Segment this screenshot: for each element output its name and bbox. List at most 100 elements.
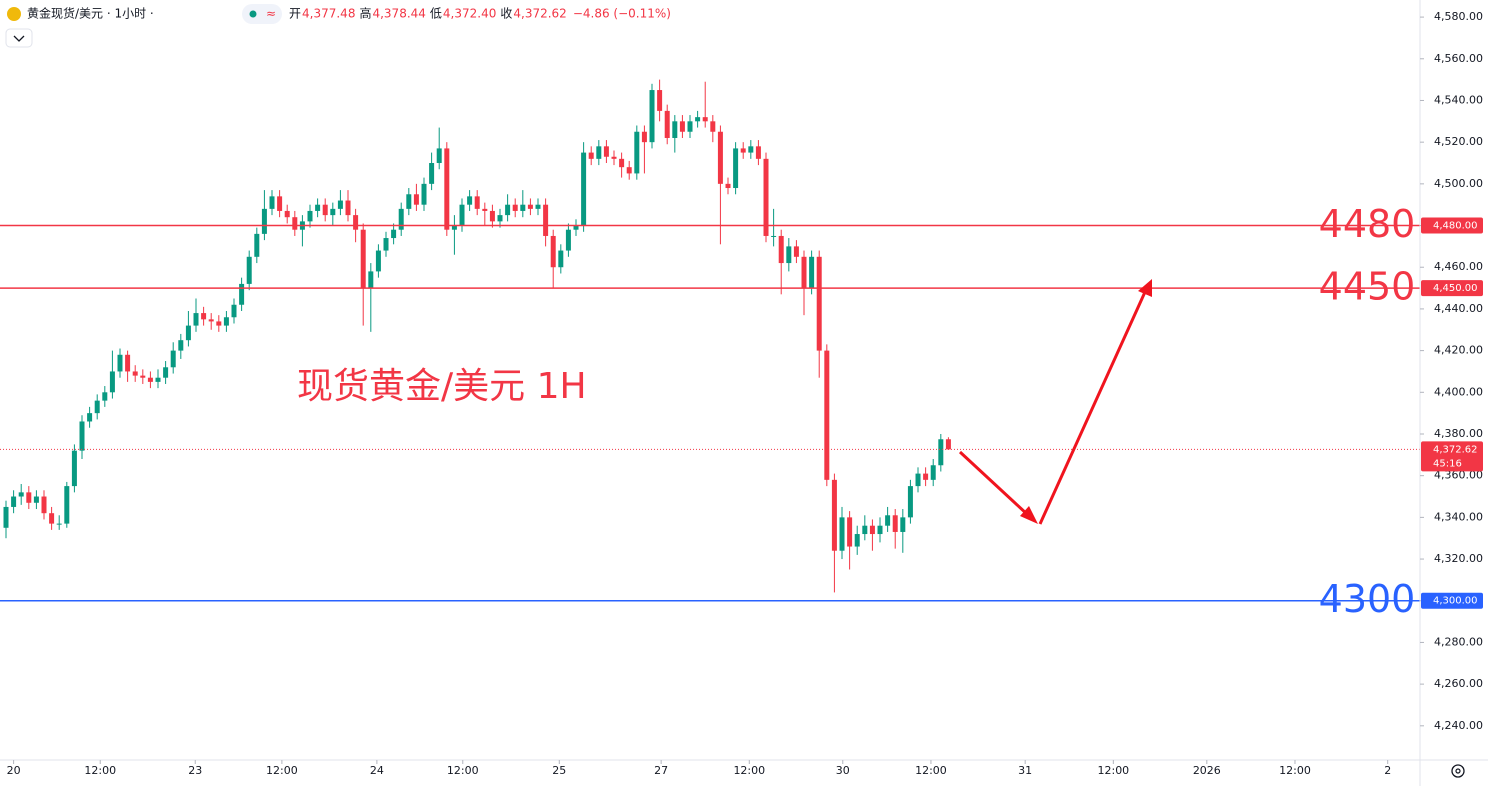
legend-change: −4.86 (−0.11%) (573, 7, 671, 21)
y-tick-label: 4,280.00 (1434, 635, 1483, 648)
candle-body (543, 204, 549, 236)
candle-body (687, 121, 693, 132)
collapse-icon (13, 35, 25, 42)
candle-body (938, 439, 944, 466)
status-pill[interactable] (242, 4, 282, 24)
legend-label: 高 (359, 6, 371, 21)
candle-body (239, 283, 245, 305)
candle-body (94, 400, 100, 414)
candle-body (406, 194, 412, 209)
candle-body (451, 225, 457, 230)
candle-body (277, 196, 283, 211)
x-tick-label: 25 (552, 764, 566, 777)
candle-body (497, 215, 503, 222)
candle-body (444, 148, 450, 230)
candle-body (915, 473, 921, 487)
candle-body (375, 250, 381, 272)
candle-body (49, 513, 55, 524)
candle-body (71, 450, 77, 487)
candle-body (337, 200, 343, 209)
y-tick-label: 4,400.00 (1434, 385, 1483, 398)
settings-button[interactable] (1451, 764, 1465, 778)
level-label: 4450 (1319, 265, 1416, 309)
candle-body (755, 146, 761, 159)
y-tick-label: 4,380.00 (1434, 427, 1483, 440)
candle-body (801, 256, 807, 289)
x-tick-label: 20 (7, 764, 21, 777)
candle-body (672, 121, 678, 138)
plot-area (0, 79, 1420, 602)
candle-body (664, 110, 670, 138)
y-tick-label: 4,460.00 (1434, 260, 1483, 273)
legend-value: 4,372.62 (513, 7, 566, 21)
x-tick-label: 31 (1018, 764, 1032, 777)
candle-body (702, 117, 708, 122)
x-tick-label: 12:00 (733, 764, 765, 777)
candle-body (603, 146, 609, 157)
x-tick-label: 12:00 (915, 764, 947, 777)
candle-body (170, 350, 176, 368)
x-tick-label: 30 (836, 764, 850, 777)
candle-body (816, 256, 822, 351)
y-tick-label: 4,260.00 (1434, 677, 1483, 690)
candle-body (193, 313, 199, 326)
x-tick-label: 12:00 (84, 764, 116, 777)
candle-body (41, 496, 47, 514)
candle-body (512, 204, 518, 211)
candle-body (885, 515, 891, 526)
candle-body (254, 233, 260, 257)
candle-body (869, 525, 875, 535)
candle-body (892, 515, 898, 532)
candle-body (18, 492, 24, 497)
candle-body (763, 158, 769, 236)
legend-label: 开 (289, 7, 301, 21)
y-tick-label: 4,420.00 (1434, 344, 1483, 357)
y-tick-label: 4,540.00 (1434, 93, 1483, 106)
candle-body (634, 131, 640, 174)
collapse-button[interactable] (5, 28, 33, 48)
countdown-label: 45:16 (1433, 458, 1462, 469)
symbol-icon (7, 7, 21, 21)
y-tick-label: 4,520.00 (1434, 135, 1483, 148)
candle-body (315, 204, 321, 211)
candle-body (56, 523, 62, 525)
candle-body (117, 354, 123, 372)
candle-body (208, 319, 214, 322)
y-tick-label: 4,560.00 (1434, 52, 1483, 65)
candle-body (710, 121, 716, 132)
level-badge (1421, 217, 1483, 234)
y-tick-label: 4,500.00 (1434, 177, 1483, 190)
x-tick-label: 12:00 (266, 764, 298, 777)
candle-body (778, 235, 784, 264)
candle-body (809, 256, 815, 289)
symbol-title[interactable]: 黄金现货/美元 · 1小时 · (27, 6, 154, 21)
candle-body (717, 131, 723, 184)
level-badge (1421, 280, 1483, 297)
market-status (249, 10, 257, 18)
candle-body (725, 183, 731, 189)
candle-body (482, 208, 488, 211)
candle-body (231, 304, 237, 318)
x-tick-label: 12:00 (1279, 764, 1311, 777)
candle-body (923, 473, 929, 480)
x-tick-label: 2026 (1193, 764, 1221, 777)
candle-body (847, 517, 853, 547)
x-tick-label: 12:00 (447, 764, 479, 777)
x-tick-label: 2 (1384, 764, 1391, 777)
x-tick-label: 12:00 (1097, 764, 1129, 777)
candle-body (824, 350, 830, 480)
candle-body (185, 325, 191, 341)
candle-body (733, 148, 739, 189)
last-price-label: 4,372.62 (1433, 444, 1478, 455)
candle-body (459, 204, 465, 226)
candle-body (216, 321, 222, 326)
candle-body (125, 354, 131, 372)
candle-body (862, 525, 868, 535)
level-badge-label: 4,300.00 (1433, 596, 1478, 607)
candle-body (657, 90, 663, 111)
candle-body (520, 204, 526, 211)
candle-body (641, 131, 647, 143)
annotation: 现货黄金/美元 1H (297, 366, 587, 407)
candle-body (588, 152, 594, 159)
